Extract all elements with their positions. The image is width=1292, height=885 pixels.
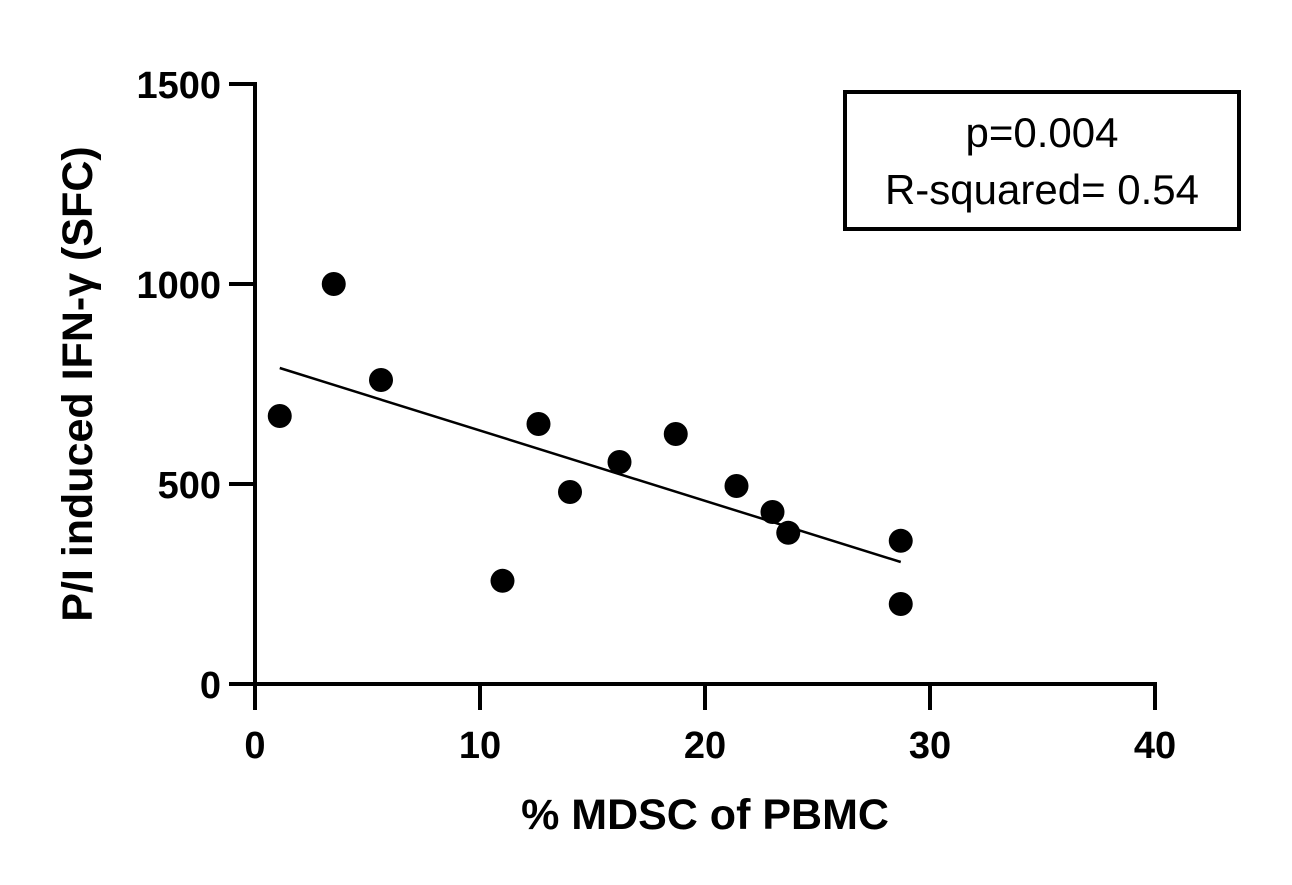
stats-box: p=0.004 R-squared= 0.54: [843, 90, 1241, 231]
y-axis: 0 500 1000 1500: [136, 65, 257, 707]
regression-layer: [279, 366, 902, 564]
data-point: [888, 528, 913, 553]
y-tick-label: 500: [158, 465, 221, 507]
x-axis-title: % MDSC of PBMC: [521, 791, 889, 839]
data-point: [607, 450, 632, 474]
x-tick-label: 40: [1134, 725, 1176, 767]
x-tick-label: 10: [459, 725, 501, 767]
y-tick-label: 1500: [136, 65, 221, 107]
data-point: [267, 404, 292, 428]
y-axis-title: P/I induced IFN-γ (SFC): [54, 146, 102, 621]
data-point: [490, 568, 515, 593]
data-point: [558, 480, 582, 504]
data-point: [760, 500, 785, 524]
x-tick-label: 30: [909, 725, 951, 767]
regression-line: [279, 366, 902, 564]
data-point: [888, 592, 913, 616]
data-point: [724, 474, 749, 498]
r-squared-text: R-squared= 0.54: [885, 166, 1199, 213]
data-point: [776, 520, 801, 545]
data-point: [369, 368, 393, 392]
x-tick-label: 20: [684, 725, 726, 767]
p-value-text: p=0.004: [966, 109, 1119, 156]
data-point: [663, 422, 688, 446]
stats-box-border: [843, 90, 1241, 231]
data-points: [267, 272, 913, 616]
y-tick-label: 0: [200, 665, 221, 707]
x-axis: 0 10 20 30 40: [244, 682, 1176, 767]
data-point: [526, 412, 551, 436]
data-point: [321, 272, 346, 296]
y-tick-label: 1000: [136, 265, 221, 307]
x-tick-label: 0: [244, 725, 265, 767]
